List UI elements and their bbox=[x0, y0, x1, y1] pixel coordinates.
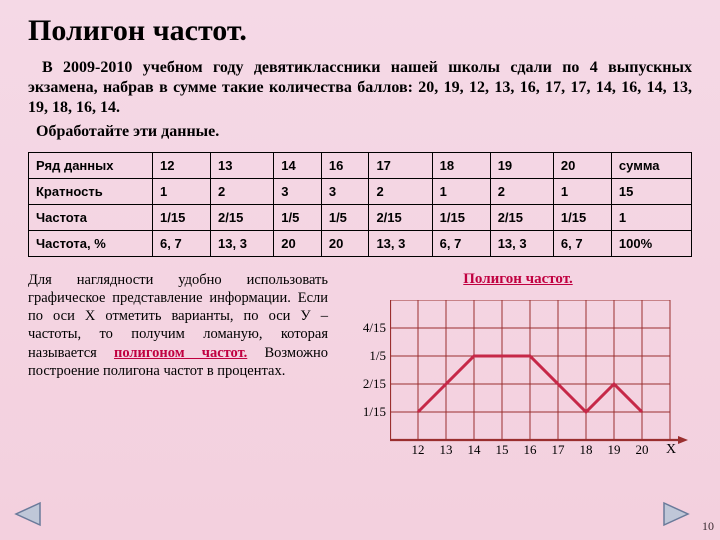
table-row-header: Частота, % bbox=[29, 231, 153, 257]
table-cell: 13, 3 bbox=[369, 231, 432, 257]
frequency-polygon-chart: 4/15 1/5 2/15 1/15 12 13 14 15 16 17 18 19 20 Х bbox=[350, 300, 680, 465]
table-cell: 13, 3 bbox=[211, 231, 274, 257]
table-row-header: Ряд данных bbox=[29, 153, 153, 179]
table-cell: 6, 7 bbox=[153, 231, 211, 257]
x-tick-label: 17 bbox=[552, 442, 565, 458]
y-tick-label: 2/15 bbox=[363, 376, 386, 392]
x-tick-label: 14 bbox=[468, 442, 481, 458]
table-cell: 1/5 bbox=[274, 205, 322, 231]
table-cell: 20 bbox=[274, 231, 322, 257]
table-cell: 20 bbox=[553, 153, 611, 179]
table-cell: 1/5 bbox=[321, 205, 369, 231]
prev-arrow-icon[interactable] bbox=[12, 501, 42, 532]
chart-title: Полигон частот. bbox=[344, 271, 692, 288]
y-tick-label: 4/15 bbox=[363, 320, 386, 336]
table-cell: 100% bbox=[611, 231, 691, 257]
table-cell: 15 bbox=[611, 179, 691, 205]
table-cell: 2 bbox=[369, 179, 432, 205]
table-cell: 20 bbox=[321, 231, 369, 257]
table-cell: 19 bbox=[490, 153, 553, 179]
table-cell: 1/15 bbox=[432, 205, 490, 231]
table-cell: 2/15 bbox=[211, 205, 274, 231]
table-row-header: Частота bbox=[29, 205, 153, 231]
next-arrow-icon[interactable] bbox=[662, 501, 692, 532]
table-cell: 2/15 bbox=[369, 205, 432, 231]
table-cell: 6, 7 bbox=[432, 231, 490, 257]
y-tick-label: 1/15 bbox=[363, 404, 386, 420]
table-cell: 6, 7 bbox=[553, 231, 611, 257]
chart-region: Полигон частот. 4/15 1/5 2/15 1/15 12 13 14 15 1… bbox=[344, 271, 692, 465]
table-cell: сумма bbox=[611, 153, 691, 179]
table-cell: 2 bbox=[211, 179, 274, 205]
table-row-header: Кратность bbox=[29, 179, 153, 205]
table-cell: 2 bbox=[490, 179, 553, 205]
x-tick-label: 13 bbox=[440, 442, 453, 458]
x-tick-label: 16 bbox=[524, 442, 537, 458]
chart-svg bbox=[390, 300, 692, 452]
table-cell: 1 bbox=[611, 205, 691, 231]
table-cell: 13, 3 bbox=[490, 231, 553, 257]
table-cell: 2/15 bbox=[490, 205, 553, 231]
table-cell: 3 bbox=[274, 179, 322, 205]
table-cell: 1 bbox=[153, 179, 211, 205]
intro-instruction: Обработайте эти данные. bbox=[28, 122, 692, 142]
table-cell: 1/15 bbox=[153, 205, 211, 231]
table-cell: 14 bbox=[274, 153, 322, 179]
x-tick-label: 18 bbox=[580, 442, 593, 458]
x-tick-label: 12 bbox=[412, 442, 425, 458]
page-number: 10 bbox=[702, 519, 714, 534]
table-cell: 1 bbox=[553, 179, 611, 205]
table-cell: 1 bbox=[432, 179, 490, 205]
intro-text: В 2009-2010 учебном году девятиклассники… bbox=[28, 58, 692, 118]
explanation-text: Для наглядности удобно использовать граф… bbox=[28, 271, 328, 465]
table-cell: 13 bbox=[211, 153, 274, 179]
table-cell: 1/15 bbox=[553, 205, 611, 231]
data-table: Ряд данных1213141617181920суммаКратность… bbox=[28, 152, 692, 257]
table-cell: 16 bbox=[321, 153, 369, 179]
slide-title: Полигон частот. bbox=[28, 14, 692, 48]
table-cell: 17 bbox=[369, 153, 432, 179]
x-axis-name: Х bbox=[666, 442, 676, 458]
x-tick-label: 20 bbox=[636, 442, 649, 458]
table-cell: 18 bbox=[432, 153, 490, 179]
x-tick-label: 15 bbox=[496, 442, 509, 458]
table-cell: 3 bbox=[321, 179, 369, 205]
highlight-term: полигоном частот. bbox=[114, 345, 247, 361]
y-tick-label: 1/5 bbox=[369, 348, 386, 364]
table-cell: 12 bbox=[153, 153, 211, 179]
x-tick-label: 19 bbox=[608, 442, 621, 458]
